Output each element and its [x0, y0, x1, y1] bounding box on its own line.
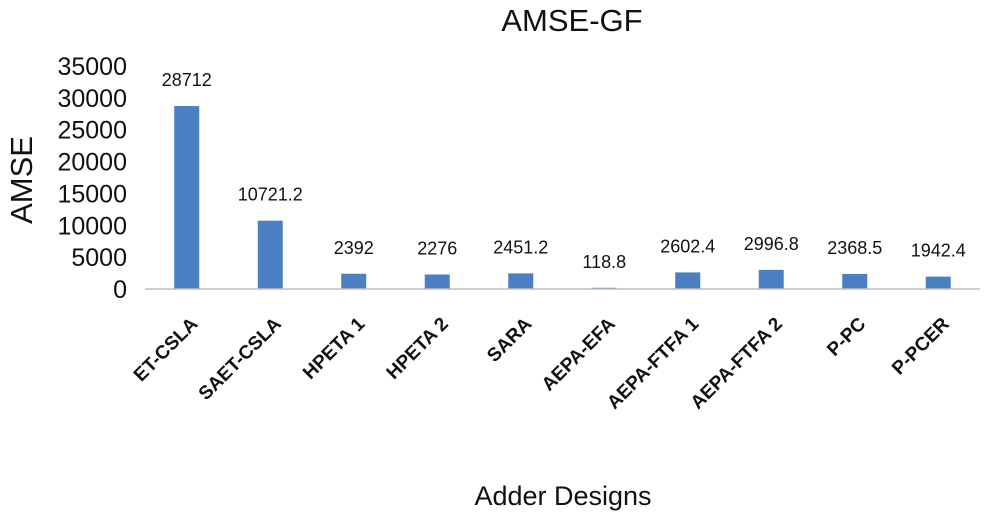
x-tick-label: SAET-CSLA: [195, 313, 286, 404]
y-tick-label: 0: [113, 276, 127, 304]
y-tick-labels: 0 5000 10000 15000 20000 25000 30000 35000: [57, 53, 127, 304]
data-label: 2392: [334, 238, 374, 258]
y-tick-label: 15000: [57, 180, 127, 208]
y-tick-label: 5000: [71, 244, 127, 272]
bar: [174, 106, 200, 290]
data-label: 1942.4: [911, 241, 966, 261]
y-tick-label: 30000: [57, 85, 127, 113]
data-label: 28712: [162, 70, 212, 90]
bar: [758, 269, 784, 289]
x-tick-label: AEPA-EFA: [538, 313, 620, 395]
bar: [925, 276, 951, 289]
data-label: 2276: [417, 238, 457, 258]
x-tick-label: P-PCER: [888, 313, 954, 379]
x-tick-label: P-PC: [823, 313, 870, 360]
bar: [341, 273, 367, 289]
y-tick-label: 10000: [57, 212, 127, 240]
x-tick-label: SARA: [483, 313, 536, 366]
bar: [508, 273, 534, 289]
y-tick-label: 35000: [57, 53, 127, 81]
data-labels: 28712 10721.2 2392 2276 2451.2 118.8 2602.4 299…: [162, 70, 966, 272]
data-label: 2996.8: [744, 234, 799, 254]
y-tick-label: 25000: [57, 117, 127, 145]
bar: [842, 273, 868, 289]
x-tick-label: HPETA 2: [383, 314, 453, 384]
bar: [424, 274, 450, 289]
x-axis-label: Adder Designs: [474, 481, 651, 511]
x-tick-label: HPETA 1: [299, 313, 369, 383]
data-label: 2368.5: [827, 238, 882, 258]
data-label: 10721.2: [238, 185, 303, 205]
x-tick-label: ET-CSLA: [130, 313, 203, 386]
data-label: 2602.4: [660, 236, 715, 256]
data-label: 118.8: [582, 252, 626, 272]
y-tick-label: 20000: [57, 149, 127, 177]
chart-title: AMSE-GF: [501, 3, 642, 38]
bar: [675, 272, 701, 289]
bar: [257, 220, 283, 289]
y-axis-label: AMSE: [4, 136, 39, 224]
data-label: 2451.2: [493, 237, 548, 257]
